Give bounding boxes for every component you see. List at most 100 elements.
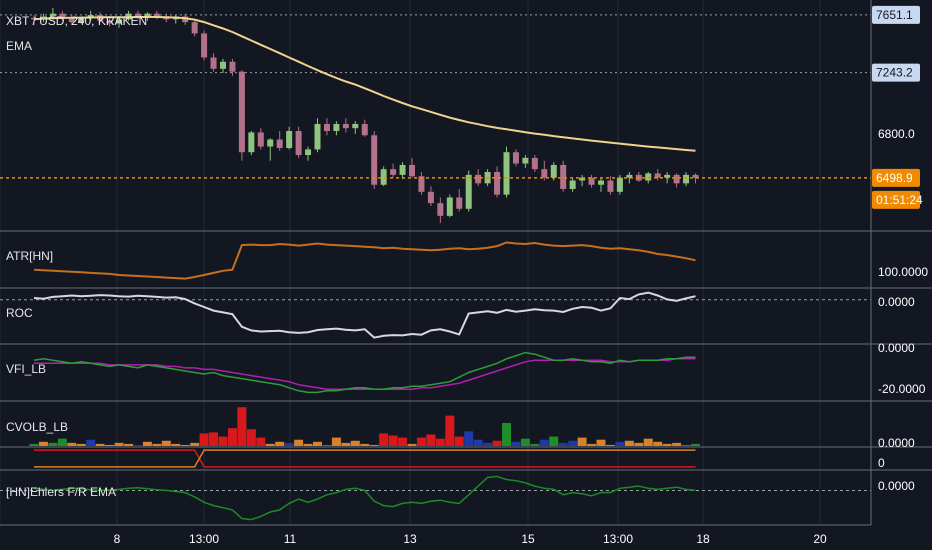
price-pane[interactable]: [0, 8, 871, 223]
candle[interactable]: [465, 170, 472, 212]
candle-body: [295, 131, 302, 156]
cvolb-bar: [558, 442, 568, 446]
cvolb-bar: [29, 443, 39, 446]
candle[interactable]: [494, 166, 501, 198]
cvolb-bar: [180, 444, 190, 446]
roc-pane-title: ROC: [6, 306, 33, 320]
candle[interactable]: [229, 58, 236, 76]
candle[interactable]: [286, 126, 293, 150]
cvolb-bar: [530, 443, 540, 446]
mini-indicator-pane[interactable]: [34, 449, 696, 468]
candle-body: [437, 203, 444, 216]
candle-body: [522, 157, 529, 164]
candle[interactable]: [352, 121, 359, 134]
candle[interactable]: [598, 177, 604, 192]
candle[interactable]: [371, 131, 378, 189]
candle[interactable]: [68, 15, 75, 25]
candle[interactable]: [588, 174, 595, 188]
candle[interactable]: [503, 146, 510, 198]
candle[interactable]: [607, 176, 614, 195]
candle[interactable]: [305, 146, 312, 161]
cvolb-pane[interactable]: [29, 407, 701, 446]
candle[interactable]: [456, 188, 463, 212]
candle[interactable]: [673, 173, 680, 188]
cvolb-bar: [133, 444, 143, 446]
cvolb-bar: [605, 444, 615, 446]
candle[interactable]: [342, 118, 349, 133]
candle[interactable]: [59, 10, 66, 21]
cvolb-bar: [539, 439, 549, 446]
candle[interactable]: [683, 172, 690, 187]
candle[interactable]: [560, 160, 567, 192]
candle[interactable]: [333, 121, 340, 136]
candle-body: [352, 123, 359, 129]
candle[interactable]: [314, 118, 321, 153]
cvolb-bar: [246, 429, 256, 446]
candle[interactable]: [579, 174, 586, 187]
candle[interactable]: [201, 30, 208, 61]
candle[interactable]: [522, 155, 529, 168]
candle-body: [569, 180, 576, 189]
cvolb-bar: [464, 431, 474, 446]
candle[interactable]: [531, 155, 538, 173]
candle[interactable]: [418, 172, 425, 195]
candle[interactable]: [276, 131, 283, 151]
candle[interactable]: [116, 17, 123, 28]
time-axis[interactable]: 8 13:00 11 13 15 13:00 18 20: [114, 532, 827, 546]
roc-pane[interactable]: [0, 291, 871, 339]
cvolb-bar: [209, 432, 219, 446]
candle[interactable]: [427, 186, 434, 206]
candle[interactable]: [654, 169, 661, 181]
candle[interactable]: [267, 138, 274, 161]
candle[interactable]: [437, 197, 444, 223]
candle[interactable]: [475, 169, 482, 187]
candle[interactable]: [361, 119, 368, 137]
candle[interactable]: [87, 10, 94, 21]
candle[interactable]: [569, 177, 576, 192]
candle-body: [494, 172, 501, 195]
candle[interactable]: [626, 172, 633, 184]
time-tick-5: 13:00: [603, 532, 633, 546]
cvolb-bar: [520, 438, 530, 446]
atr-pane[interactable]: [33, 241, 696, 280]
candle-body: [380, 169, 387, 185]
candle[interactable]: [390, 163, 397, 178]
candle-body: [673, 174, 680, 184]
last-price-tag-text: 6498.9: [876, 171, 913, 185]
price-axis-tags[interactable]: 7651.1 7243.2 6498.9 01:51:24: [872, 5, 923, 209]
candle[interactable]: [446, 194, 453, 218]
cvolb-bar: [577, 437, 587, 446]
vfi-pane[interactable]: [33, 351, 696, 394]
cvolb-bar: [161, 440, 171, 446]
candle[interactable]: [512, 149, 519, 167]
candle[interactable]: [409, 157, 415, 178]
candle[interactable]: [380, 166, 387, 187]
cvolb-bar: [237, 407, 247, 446]
candle[interactable]: [323, 118, 330, 136]
price-tick-6800: 6800.0: [878, 127, 915, 141]
candle[interactable]: [238, 70, 245, 161]
candle[interactable]: [541, 160, 548, 181]
candle-body: [616, 177, 623, 192]
candle-body: [456, 197, 463, 209]
cvolb-bar: [388, 435, 398, 446]
candle[interactable]: [257, 128, 264, 150]
candle[interactable]: [220, 58, 226, 74]
candle[interactable]: [248, 131, 255, 156]
candle[interactable]: [210, 53, 217, 72]
candle[interactable]: [399, 162, 406, 180]
time-tick-0: 8: [114, 532, 121, 546]
candle-body: [654, 173, 661, 178]
candle[interactable]: [295, 126, 302, 158]
candle[interactable]: [692, 173, 699, 184]
candle-body: [692, 174, 699, 178]
candle-body: [541, 169, 548, 178]
time-tick-7: 20: [813, 532, 827, 546]
ehlers-pane[interactable]: [0, 475, 871, 521]
candle[interactable]: [182, 13, 189, 25]
cvolb-bar: [492, 440, 502, 446]
candle-body: [257, 132, 264, 147]
candle[interactable]: [191, 19, 198, 37]
